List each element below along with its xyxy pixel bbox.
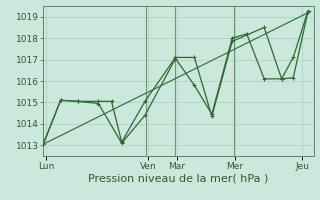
X-axis label: Pression niveau de la mer( hPa ): Pression niveau de la mer( hPa ) bbox=[88, 173, 268, 183]
